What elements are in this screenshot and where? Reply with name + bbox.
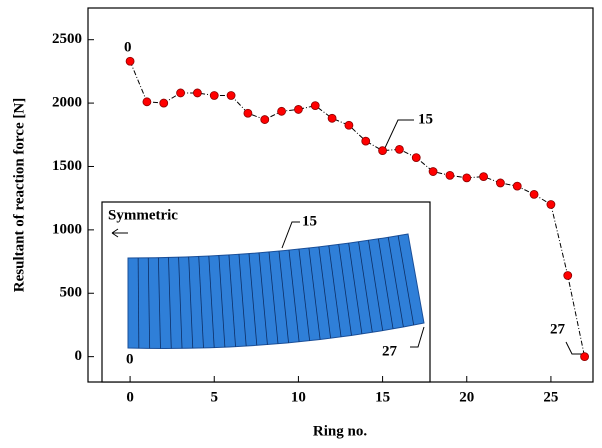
y-tick-label: 0 — [75, 348, 83, 364]
annotation: 15 — [418, 111, 433, 127]
data-point — [143, 98, 151, 106]
data-point — [261, 116, 269, 124]
data-point — [126, 57, 134, 65]
data-point — [530, 190, 538, 198]
x-tick-label: 10 — [291, 389, 306, 405]
data-point — [564, 272, 572, 280]
annotation: 0 — [124, 39, 132, 55]
x-tick-label: 15 — [375, 389, 390, 405]
y-tick-label: 500 — [60, 285, 83, 301]
data-point — [395, 145, 403, 153]
data-point — [210, 91, 218, 99]
data-point — [379, 147, 387, 155]
data-point — [244, 109, 252, 117]
leader — [566, 342, 584, 354]
data-point — [294, 105, 302, 113]
data-point — [193, 89, 201, 97]
data-point — [429, 168, 437, 176]
data-point — [581, 353, 589, 361]
data-point — [547, 201, 555, 209]
y-axis-label: Resultant of reaction force [N] — [11, 98, 27, 292]
x-tick-label: 5 — [211, 389, 219, 405]
data-point — [328, 114, 336, 122]
data-point — [278, 107, 286, 115]
x-axis-label: Ring no. — [313, 423, 367, 439]
data-point — [160, 99, 168, 107]
x-tick-label: 0 — [126, 389, 134, 405]
y-tick-label: 2000 — [52, 95, 82, 111]
y-tick-label: 2500 — [52, 31, 82, 47]
y-tick-label: 1500 — [52, 158, 82, 174]
chart: Ring no. Resultant of reaction force [N]… — [0, 0, 602, 448]
inset-label: Symmetric — [108, 207, 178, 223]
x-tick-label: 25 — [543, 389, 558, 405]
data-point — [480, 173, 488, 181]
data-point — [496, 179, 504, 187]
inset: Symmetric 15 0 27 — [102, 202, 430, 382]
data-point — [446, 171, 454, 179]
inset-label: 0 — [126, 351, 134, 367]
y-tick-label: 1000 — [52, 221, 82, 237]
data-point — [177, 89, 185, 97]
inset-label: 27 — [382, 343, 398, 359]
data-point — [311, 102, 319, 110]
data-point — [345, 121, 353, 129]
x-tick-label: 20 — [459, 389, 474, 405]
annotation: 27 — [550, 321, 566, 337]
data-point — [227, 91, 235, 99]
data-point — [513, 182, 521, 190]
data-point — [412, 154, 420, 162]
data-point — [463, 174, 471, 182]
data-point — [362, 137, 370, 145]
inset-label: 15 — [302, 213, 317, 229]
